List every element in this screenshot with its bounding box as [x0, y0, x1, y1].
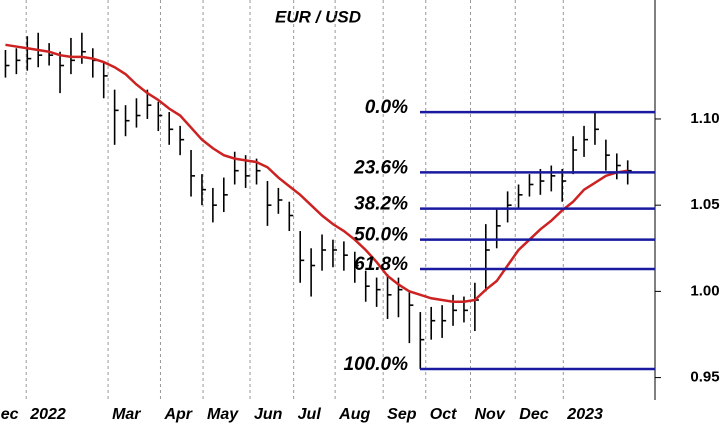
y-tick-label: 1.10: [690, 110, 719, 127]
x-tick-label: Apr: [163, 406, 192, 423]
fib-label: 50.0%: [354, 225, 408, 246]
chart-title: EUR / USD: [275, 7, 361, 26]
fib-label: 23.6%: [353, 157, 408, 178]
x-tick-label: Jul: [298, 406, 322, 423]
x-tick-label: Aug: [338, 406, 370, 423]
x-tick-label: May: [207, 406, 239, 423]
fib-label: 61.8%: [354, 254, 408, 275]
x-tick-label: ec: [1, 406, 19, 423]
x-tick-label: 2023: [566, 406, 603, 423]
y-tick-label: 1.05: [690, 196, 719, 213]
x-tick-label: Oct: [430, 406, 457, 423]
x-tick-label: Nov: [475, 406, 506, 423]
y-tick-label: 1.00: [690, 282, 719, 299]
x-tick-label: Mar: [112, 406, 141, 423]
y-tick-label: 0.95: [690, 369, 719, 386]
x-tick-label: 2022: [29, 406, 66, 423]
fib-label: 38.2%: [354, 194, 408, 215]
fib-label: 100.0%: [344, 354, 409, 375]
x-tick-label: Jun: [254, 406, 283, 423]
fib-label: 0.0%: [365, 97, 408, 118]
x-tick-label: Dec: [519, 406, 548, 423]
moving-average: [5, 43, 628, 303]
x-tick-label: Sep: [387, 406, 417, 423]
